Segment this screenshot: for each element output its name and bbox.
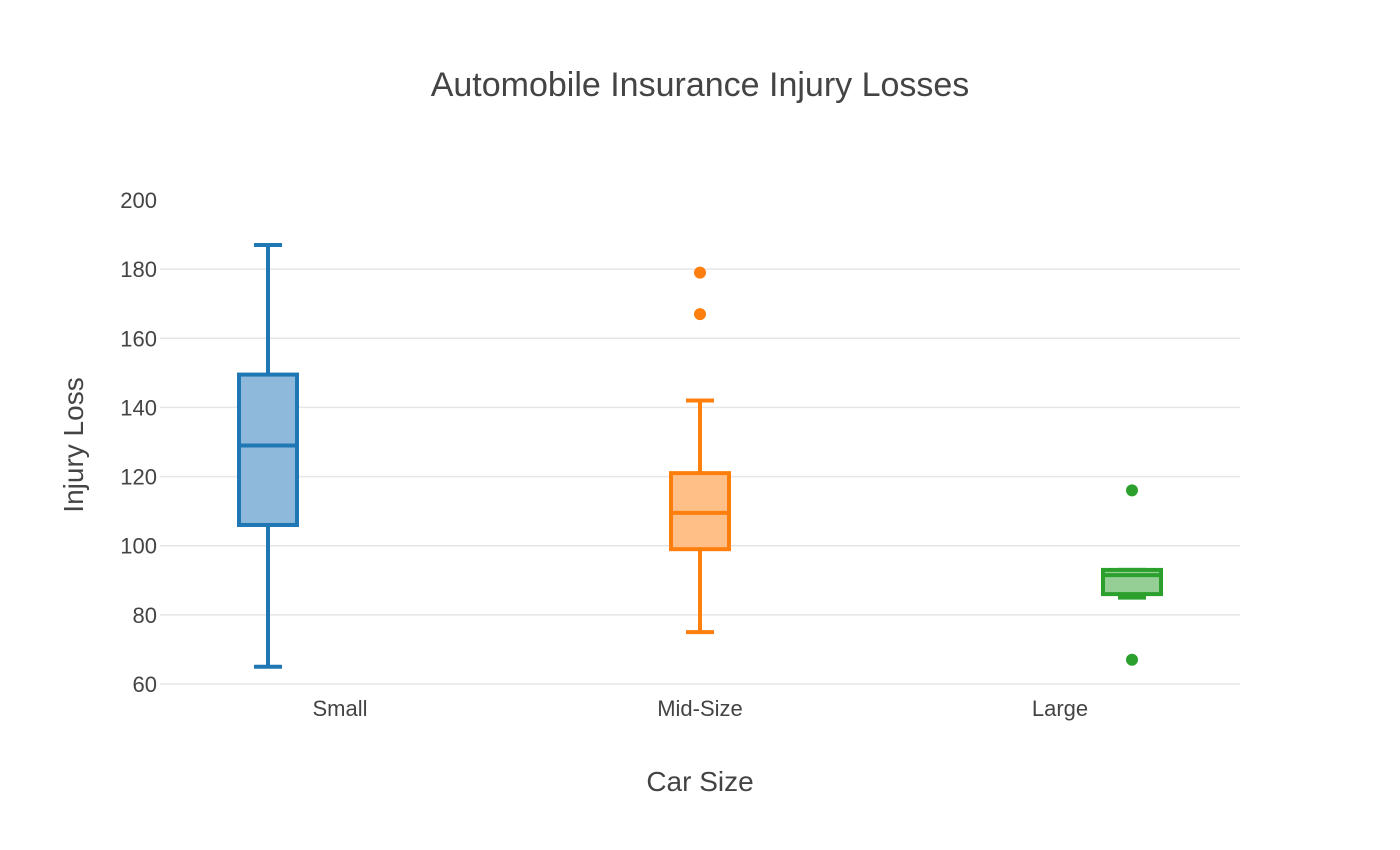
- outlier-point: [1126, 653, 1138, 666]
- outlier-point: [1126, 484, 1138, 497]
- chart-title: Automobile Insurance Injury Losses: [430, 66, 970, 104]
- y-tick-label: 60: [133, 672, 157, 697]
- box-iqr: [237, 372, 299, 527]
- outlier-point: [694, 266, 706, 279]
- x-axis-label: Car Size: [646, 766, 754, 797]
- x-tick-label: Mid-Size: [657, 696, 743, 721]
- y-tick-label: 160: [120, 326, 157, 351]
- y-tick-label: 180: [120, 257, 157, 282]
- y-tick-label: 100: [120, 534, 157, 559]
- y-tick-label: 80: [133, 603, 157, 628]
- y-tick-label: 140: [120, 395, 157, 420]
- x-tick-label: Large: [1032, 696, 1088, 721]
- x-tick-label: Small: [312, 696, 367, 721]
- y-tick-label: 200: [120, 188, 157, 213]
- y-axis-label: Injury Loss: [58, 377, 89, 513]
- y-tick-label: 120: [120, 465, 157, 490]
- outlier-point: [694, 308, 706, 321]
